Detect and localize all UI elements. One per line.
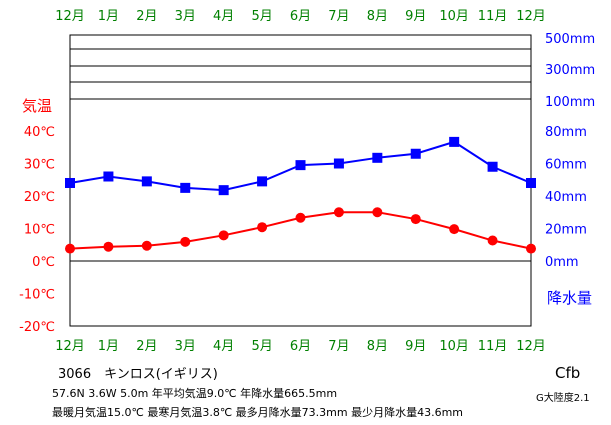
temp-point bbox=[218, 230, 229, 241]
climate-classification: Cfb bbox=[555, 364, 581, 382]
station-stats-line1: 57.6N 3.6W 5.0m 年平均気温9.0℃ 年降水量665.5mm bbox=[52, 387, 338, 400]
month-label-top: 12月 bbox=[516, 9, 546, 24]
precip-tick-label: 100mm bbox=[545, 95, 595, 110]
month-label-top: 4月 bbox=[213, 9, 234, 24]
temp-point bbox=[333, 207, 344, 218]
precip-point bbox=[257, 176, 268, 187]
temp-point bbox=[449, 224, 460, 235]
month-label-bottom: 3月 bbox=[175, 339, 196, 354]
month-label-bottom: 9月 bbox=[405, 339, 426, 354]
temp-point bbox=[141, 240, 152, 251]
temp-tick-label: 40℃ bbox=[24, 125, 55, 140]
month-label-bottom: 7月 bbox=[328, 339, 349, 354]
month-label-top: 5月 bbox=[251, 9, 272, 24]
month-label-top: 9月 bbox=[405, 9, 426, 24]
temp-point bbox=[372, 207, 383, 218]
continentality-index: G大陸度2.1 bbox=[536, 393, 590, 404]
precip-tick-label: 40mm bbox=[545, 190, 587, 205]
month-label-top: 3月 bbox=[175, 9, 196, 24]
temp-point bbox=[180, 236, 191, 247]
month-label-top: 11月 bbox=[478, 9, 508, 24]
precip-point bbox=[218, 185, 229, 196]
month-label-top: 7月 bbox=[328, 9, 349, 24]
precip-point bbox=[65, 178, 75, 188]
precip-tick-label: 500mm bbox=[545, 32, 595, 47]
temp-point bbox=[65, 243, 75, 254]
month-label-bottom: 11月 bbox=[478, 339, 508, 354]
precip-point bbox=[333, 158, 344, 169]
month-label-bottom: 2月 bbox=[136, 339, 157, 354]
temp-point bbox=[526, 243, 536, 254]
precip-point bbox=[180, 182, 191, 193]
month-label-top: 8月 bbox=[367, 9, 388, 24]
temp-tick-label: -10℃ bbox=[19, 288, 55, 303]
precip-point bbox=[487, 161, 498, 172]
precip-axis-title: 降水量 bbox=[547, 289, 592, 307]
month-label-top: 12月 bbox=[55, 9, 85, 24]
month-label-bottom: 6月 bbox=[290, 339, 311, 354]
precip-point bbox=[295, 160, 306, 171]
temp-point bbox=[103, 241, 114, 252]
precip-tick-label: 60mm bbox=[545, 158, 587, 173]
precip-tick-label: 300mm bbox=[545, 63, 595, 78]
month-label-bottom: 12月 bbox=[516, 339, 546, 354]
month-label-bottom: 5月 bbox=[251, 339, 272, 354]
precip-point bbox=[372, 152, 383, 163]
month-label-top: 2月 bbox=[136, 9, 157, 24]
precip-tick-label: 0mm bbox=[545, 255, 579, 270]
precip-point bbox=[526, 178, 536, 188]
precip-point bbox=[103, 171, 114, 182]
temp-point bbox=[257, 222, 268, 233]
month-label-top: 1月 bbox=[98, 9, 119, 24]
temp-axis-title: 気温 bbox=[22, 97, 52, 115]
temp-point bbox=[410, 214, 421, 225]
month-label-top: 6月 bbox=[290, 9, 311, 24]
temp-point bbox=[487, 235, 498, 246]
month-label-bottom: 10月 bbox=[439, 339, 469, 354]
temp-tick-label: 30℃ bbox=[24, 158, 55, 173]
month-label-bottom: 12月 bbox=[55, 339, 85, 354]
precip-point bbox=[410, 148, 421, 159]
month-label-bottom: 8月 bbox=[367, 339, 388, 354]
month-label-bottom: 4月 bbox=[213, 339, 234, 354]
precip-point bbox=[449, 136, 460, 147]
station-name: 3066 キンロス(イギリス) bbox=[58, 367, 218, 382]
temp-tick-label: 10℃ bbox=[24, 223, 55, 238]
temp-tick-label: -20℃ bbox=[19, 320, 55, 335]
temp-tick-label: 20℃ bbox=[24, 190, 55, 205]
month-label-bottom: 1月 bbox=[98, 339, 119, 354]
precip-point bbox=[141, 176, 152, 187]
temp-point bbox=[295, 212, 306, 223]
station-stats-line2: 最暖月気温15.0℃ 最寒月気温3.8℃ 最多月降水量73.3mm 最少月降水量… bbox=[52, 406, 464, 419]
precip-tick-label: 20mm bbox=[545, 223, 587, 238]
precip-tick-label: 80mm bbox=[545, 125, 587, 140]
month-label-top: 10月 bbox=[439, 9, 469, 24]
temp-tick-label: 0℃ bbox=[32, 255, 55, 270]
